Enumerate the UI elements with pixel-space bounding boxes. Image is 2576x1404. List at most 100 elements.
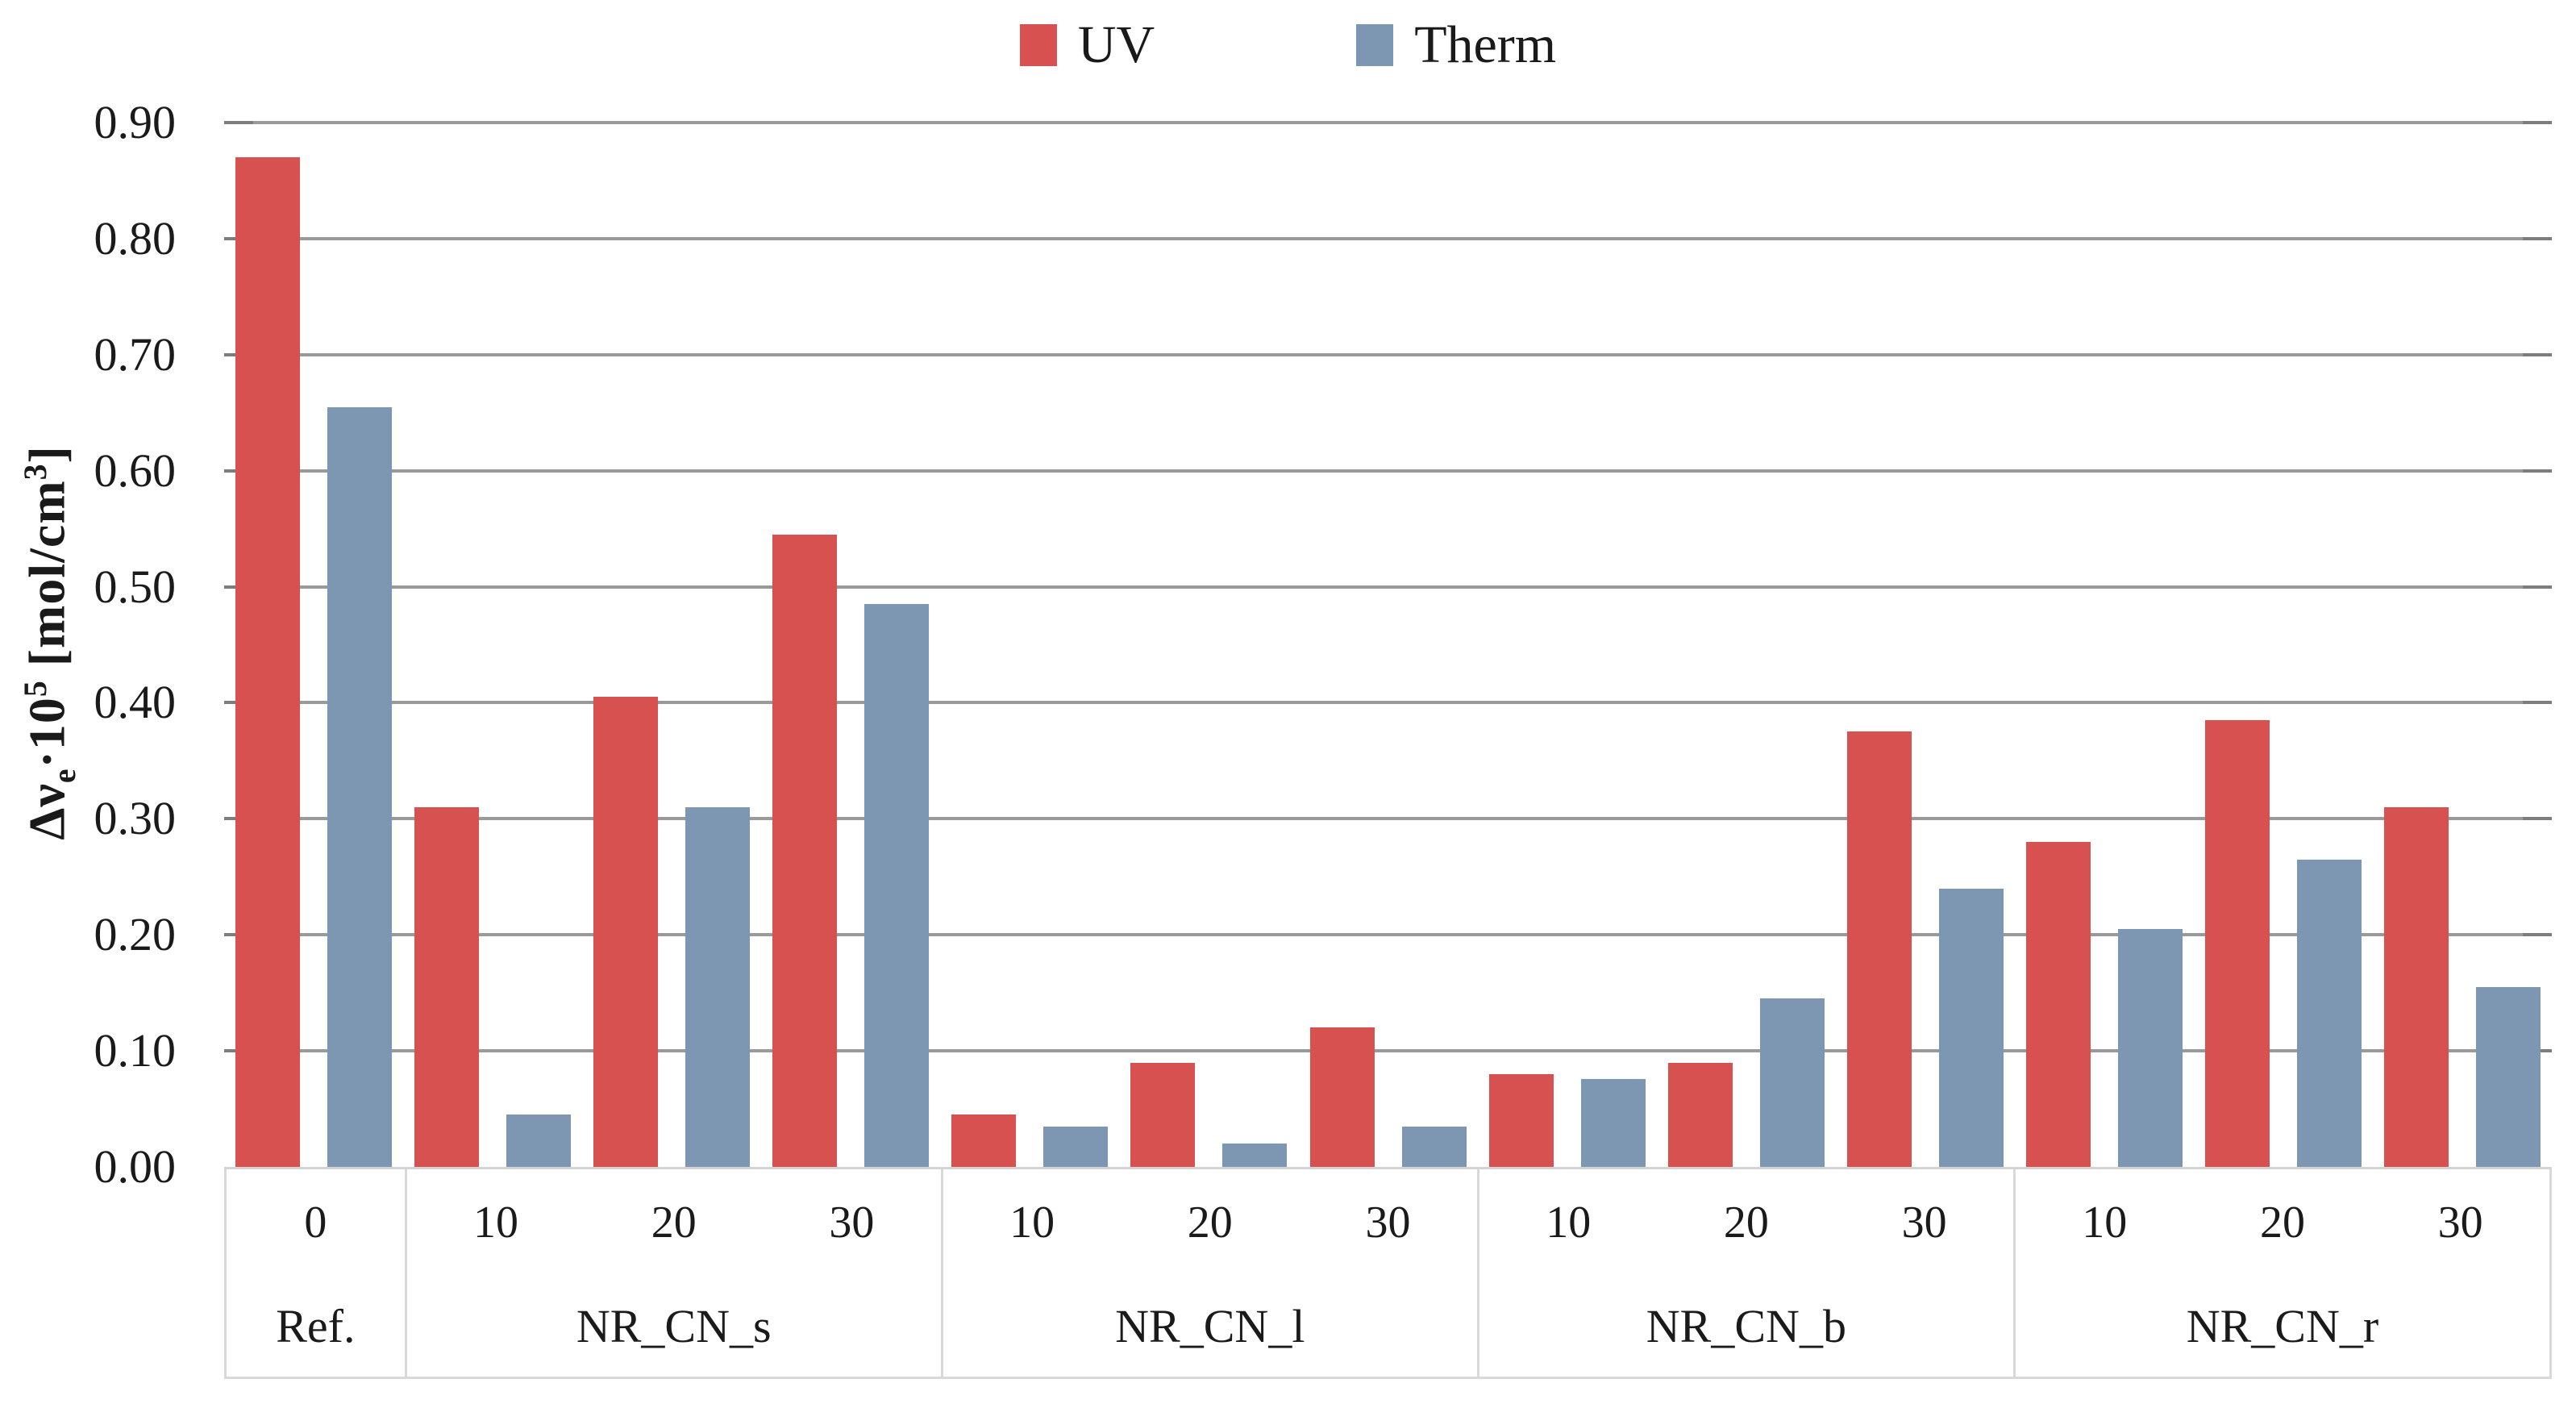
- bar-therm-nr_cn_l-10: [1043, 1126, 1109, 1167]
- bar-uv-nr_cn_l-30: [1309, 1027, 1375, 1167]
- category-ref.-0: [224, 123, 403, 1167]
- x-axis-category-band: 0 Ref. 10 20 30 NR_CN_s 10 20 30 NR_CN_l 10 20 30 NR_…: [224, 1167, 2552, 1379]
- gridline-0.20: [224, 933, 2552, 937]
- bar-therm-nr_cn_r-30: [2475, 986, 2541, 1167]
- x-group-label-ref.: Ref.: [276, 1300, 356, 1352]
- x-group-label-nr_cn_r: NR_CN_r: [2186, 1300, 2379, 1352]
- category-nr_cn_r-30: [2373, 123, 2552, 1167]
- y-tick-label-0.50: 0.50: [94, 560, 177, 613]
- x-tick-label-nr_cn_r-10: 10: [2082, 1198, 2128, 1248]
- y-tick-label-0.90: 0.90: [94, 96, 177, 148]
- category-nr_cn_s-10: [403, 123, 582, 1167]
- bar-group-nr_cn_b: [1478, 123, 2015, 1167]
- x-tick-label-nr_cn_r-20: 20: [2259, 1198, 2305, 1248]
- x-group-nr_cn_l: 10 20 30 NR_CN_l: [940, 1169, 1477, 1377]
- bar-uv-nr_cn_r-10: [2025, 842, 2091, 1167]
- legend-label-therm: Therm: [1414, 15, 1557, 74]
- bar-therm-nr_cn_s-20: [685, 806, 751, 1167]
- category-nr_cn_b-20: [1657, 123, 1836, 1167]
- bar-therm-nr_cn_r-10: [2117, 929, 2183, 1167]
- bar-uv-nr_cn_s-10: [414, 806, 480, 1167]
- x-tick-label-nr_cn_b-30: 30: [1901, 1198, 1947, 1248]
- y-tick-label-0.00: 0.00: [94, 1140, 177, 1193]
- category-nr_cn_r-10: [2015, 123, 2194, 1167]
- y-title-subscript: e: [47, 768, 83, 784]
- category-nr_cn_l-20: [1119, 123, 1298, 1167]
- bar-group-nr_cn_r: [2015, 123, 2552, 1167]
- x-group-label-nr_cn_l: NR_CN_l: [1115, 1300, 1305, 1352]
- legend-swatch-therm-icon: [1356, 24, 1394, 66]
- x-tick-label-nr_cn_b-20: 20: [1723, 1198, 1769, 1248]
- y-tick-label-0.80: 0.80: [94, 211, 177, 265]
- bar-therm-nr_cn_r-20: [2296, 859, 2362, 1167]
- category-nr_cn_r-20: [2194, 123, 2373, 1167]
- bar-uv-nr_cn_b-10: [1488, 1073, 1554, 1167]
- bar-therm-nr_cn_l-20: [1222, 1144, 1288, 1167]
- x-group-nr_cn_r: 10 20 30 NR_CN_r: [2012, 1169, 2549, 1377]
- bar-uv-nr_cn_s-30: [772, 534, 838, 1167]
- x-tick-label-nr_cn_l-20: 20: [1187, 1198, 1233, 1248]
- gridline-0.50: [224, 585, 2552, 589]
- bar-uv-nr_cn_b-30: [1846, 731, 1912, 1167]
- legend-item-therm: Therm: [1356, 15, 1556, 76]
- bar-therm-ref.-0: [327, 406, 393, 1167]
- category-nr_cn_b-10: [1478, 123, 1657, 1167]
- bar-therm-nr_cn_s-10: [506, 1114, 572, 1167]
- category-nr_cn_l-10: [940, 123, 1119, 1167]
- bar-uv-nr_cn_s-20: [593, 697, 659, 1167]
- gridline-0.10: [224, 1049, 2552, 1053]
- y-tick-label-0.70: 0.70: [94, 327, 177, 381]
- bar-therm-nr_cn_b-30: [1938, 888, 2004, 1167]
- x-group-nr_cn_b: 10 20 30 NR_CN_b: [1476, 1169, 2013, 1377]
- y-tick-label-0.60: 0.60: [94, 444, 177, 497]
- legend-swatch-uv-icon: [1019, 24, 1057, 66]
- y-tick-label-0.10: 0.10: [94, 1024, 177, 1077]
- bar-group-nr_cn_l: [940, 123, 1477, 1167]
- x-tick-row-nr_cn_b: 10 20 30: [1479, 1169, 2013, 1276]
- category-nr_cn_b-30: [1836, 123, 2015, 1167]
- bar-uv-nr_cn_l-20: [1130, 1062, 1196, 1167]
- x-group-ref.: 0 Ref.: [224, 1169, 405, 1377]
- y-tick-label-0.40: 0.40: [94, 676, 177, 729]
- x-tick-label-nr_cn_s-30: 30: [829, 1198, 875, 1248]
- x-tick-label-nr_cn_l-30: 30: [1365, 1198, 1411, 1248]
- bar-uv-ref.-0: [235, 157, 301, 1167]
- x-group-label-nr_cn_b: NR_CN_b: [1646, 1300, 1846, 1352]
- x-tick-label-nr_cn_s-10: 10: [473, 1198, 519, 1248]
- x-tick-label-nr_cn_b-10: 10: [1546, 1198, 1592, 1248]
- legend-label-uv: UV: [1077, 15, 1155, 74]
- category-nr_cn_l-30: [1298, 123, 1477, 1167]
- y-tick-label-0.20: 0.20: [94, 908, 177, 961]
- bar-uv-nr_cn_r-20: [2204, 720, 2270, 1167]
- gridline-0.80: [224, 236, 2552, 240]
- x-tick-row-ref.: 0: [227, 1169, 405, 1276]
- bar-uv-nr_cn_r-30: [2383, 806, 2449, 1167]
- bar-uv-nr_cn_l-10: [951, 1114, 1017, 1167]
- bars-layer: [224, 123, 2552, 1167]
- bar-group-nr_cn_s: [403, 123, 940, 1167]
- legend: UV Therm: [0, 15, 2576, 76]
- x-tick-row-nr_cn_l: 10 20 30: [943, 1169, 1477, 1276]
- x-group-label-nr_cn_s: NR_CN_s: [576, 1300, 772, 1352]
- x-tick-label-nr_cn_l-10: 10: [1009, 1198, 1055, 1248]
- bar-therm-nr_cn_l-30: [1401, 1126, 1467, 1167]
- x-tick-label-nr_cn_r-30: 30: [2437, 1198, 2483, 1248]
- bar-therm-nr_cn_b-20: [1759, 998, 1825, 1167]
- y-tick-label-0.30: 0.30: [94, 792, 177, 845]
- x-tick-row-nr_cn_s: 10 20 30: [407, 1169, 941, 1276]
- x-tick-label-nr_cn_s-20: 20: [651, 1198, 697, 1248]
- category-nr_cn_s-30: [761, 123, 940, 1167]
- gridline-0.40: [224, 701, 2552, 705]
- bar-therm-nr_cn_b-10: [1580, 1078, 1646, 1167]
- gridline-0.30: [224, 817, 2552, 821]
- bar-uv-nr_cn_b-20: [1667, 1062, 1733, 1167]
- x-tick-row-nr_cn_r: 10 20 30: [2016, 1169, 2549, 1276]
- gridline-0.90: [224, 121, 2552, 124]
- bar-group-ref.: [224, 123, 403, 1167]
- category-nr_cn_s-20: [582, 123, 761, 1167]
- x-group-nr_cn_s: 10 20 30 NR_CN_s: [404, 1169, 941, 1377]
- bar-therm-nr_cn_s-30: [864, 604, 930, 1167]
- plot-area: [224, 121, 2552, 1167]
- legend-item-uv: UV: [1019, 15, 1155, 76]
